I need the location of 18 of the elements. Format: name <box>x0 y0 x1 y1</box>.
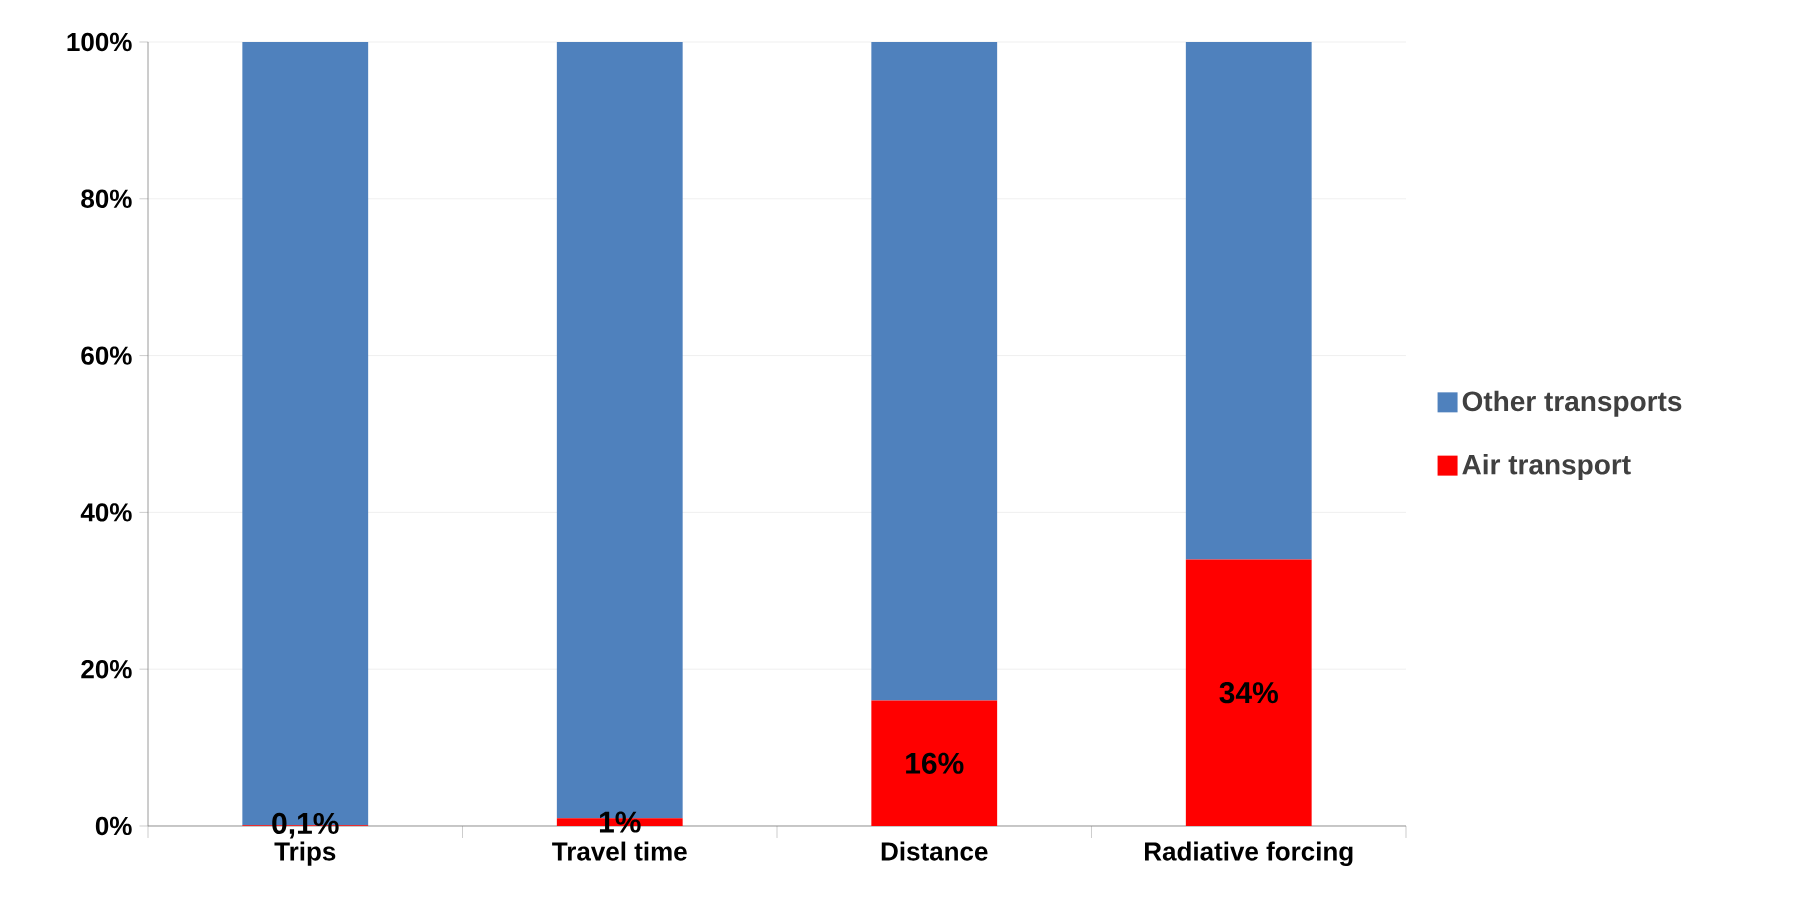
y-tick-label: 40% <box>80 503 132 522</box>
x-tick-label: Radiative forcing <box>1145 841 1353 866</box>
x-tick-label: Trips <box>274 841 336 866</box>
x-tick-label: Distance <box>881 841 988 861</box>
y-tick-label: 80% <box>81 189 132 208</box>
data-label: 16% <box>906 752 964 774</box>
legend-label: Air transport <box>1462 453 1631 481</box>
bar <box>871 41 998 701</box>
y-tick-label: 60% <box>81 346 132 365</box>
bar <box>871 700 998 826</box>
y-tick-label: 0% <box>95 816 132 836</box>
y-tick-label: 100% <box>67 32 132 52</box>
legend-label: Other transports <box>1462 390 1682 417</box>
bar <box>1185 41 1312 560</box>
y-tick-label: 20% <box>81 659 132 679</box>
bar <box>1185 559 1312 826</box>
x-tick-label: Travel time <box>552 841 687 861</box>
data-label: 34% <box>1219 682 1278 704</box>
